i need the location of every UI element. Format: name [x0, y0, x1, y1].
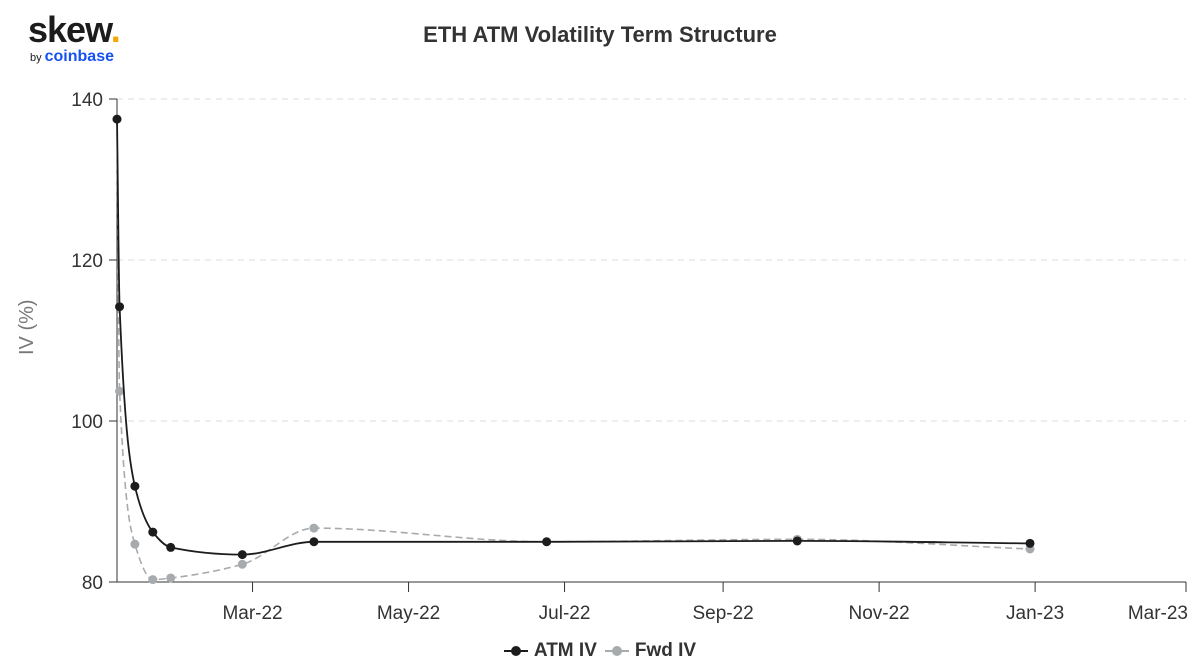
legend: ATM IV Fwd IV: [0, 640, 1200, 664]
legend-item[interactable]: Fwd IV: [604, 640, 697, 662]
y-tick-label: 140: [71, 90, 103, 111]
logo-wordmark: skew.: [28, 9, 121, 50]
legend-item[interactable]: ATM IV: [503, 640, 597, 662]
atm-iv-point: [166, 542, 176, 552]
atm-iv-point: [115, 302, 125, 312]
y-tick-label: 100: [71, 412, 103, 433]
x-tick-label: Jan-23: [1006, 603, 1064, 624]
gridlines: [117, 98, 1186, 422]
axes: 80 100 120 140 Mar-22 May-22 Jul-22 Sep-22 Nov-2…: [71, 90, 1188, 624]
fwd-iv-point: [115, 386, 125, 396]
atm-iv-point: [309, 537, 319, 547]
chart-title: ETH ATM Volatility Term Structure: [423, 22, 777, 47]
fwd-iv-point: [309, 523, 319, 533]
legend-label: ATM IV: [533, 640, 597, 661]
atm-iv-point: [792, 536, 802, 546]
atm-iv-point: [112, 114, 122, 124]
atm-iv-point: [148, 527, 158, 537]
fwd-iv-point: [130, 539, 140, 549]
y-tick-label: 80: [82, 573, 103, 594]
legend-symbol: [503, 644, 528, 658]
y-tick-label: 120: [71, 251, 103, 272]
skew-logo: skew. by coinbase: [28, 10, 148, 70]
legend-label: Fwd IV: [634, 640, 697, 661]
series-layer: [112, 114, 1035, 585]
x-tick-label: Nov-22: [848, 603, 909, 624]
fwd-iv-point: [148, 575, 158, 585]
atm-iv-point: [542, 537, 552, 547]
atm-iv-point: [130, 481, 140, 491]
legend-symbol: [604, 644, 629, 658]
x-tick-label: Jul-22: [539, 603, 591, 624]
x-tick-label: Mar-23: [1128, 603, 1188, 624]
x-tick-label: May-22: [377, 603, 440, 624]
atm-iv-point: [1025, 538, 1035, 548]
x-tick-label: Mar-22: [222, 603, 282, 624]
fwd-iv-point: [237, 559, 247, 569]
x-tick-label: Sep-22: [692, 603, 753, 624]
atm-iv-line: [116, 119, 1031, 556]
fwd-iv-point: [166, 573, 176, 583]
logo-byline: by coinbase: [30, 48, 114, 65]
atm-iv-point: [237, 550, 247, 560]
fwd-iv-line: [116, 119, 1031, 581]
